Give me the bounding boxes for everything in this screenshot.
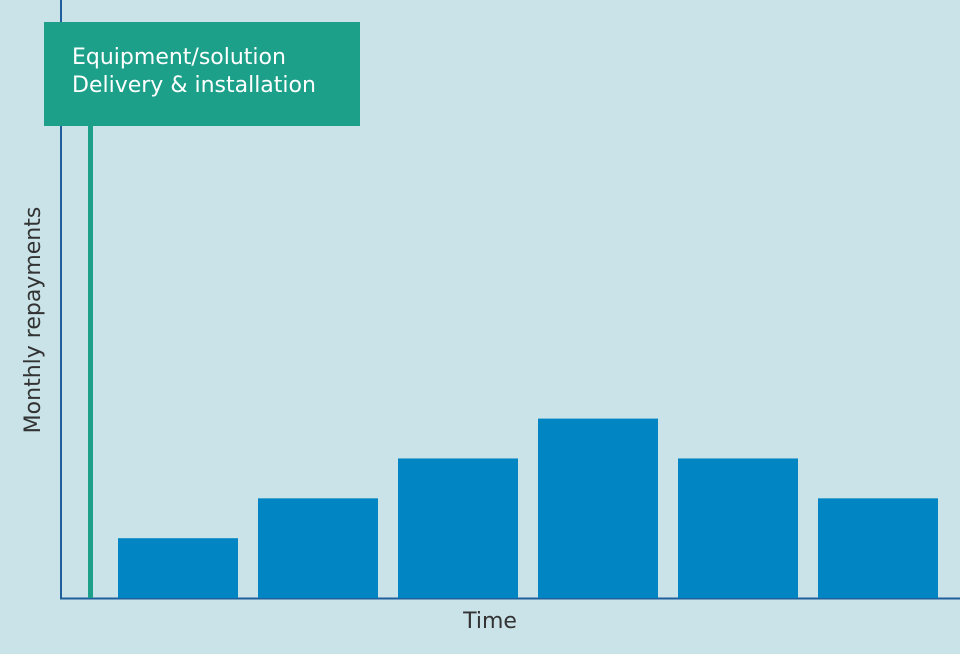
bar xyxy=(258,498,378,598)
bar xyxy=(538,418,658,598)
x-axis-title: Time xyxy=(462,609,517,634)
delivery-marker xyxy=(88,126,93,598)
y-axis-title: Monthly repayments xyxy=(21,207,46,434)
bar xyxy=(818,498,938,598)
annotation-line: Equipment/solution xyxy=(72,45,286,70)
bar xyxy=(398,458,518,598)
bar xyxy=(678,458,798,598)
annotation-box xyxy=(44,22,360,126)
annotation-line: Delivery & installation xyxy=(72,73,316,98)
bar xyxy=(118,538,238,598)
